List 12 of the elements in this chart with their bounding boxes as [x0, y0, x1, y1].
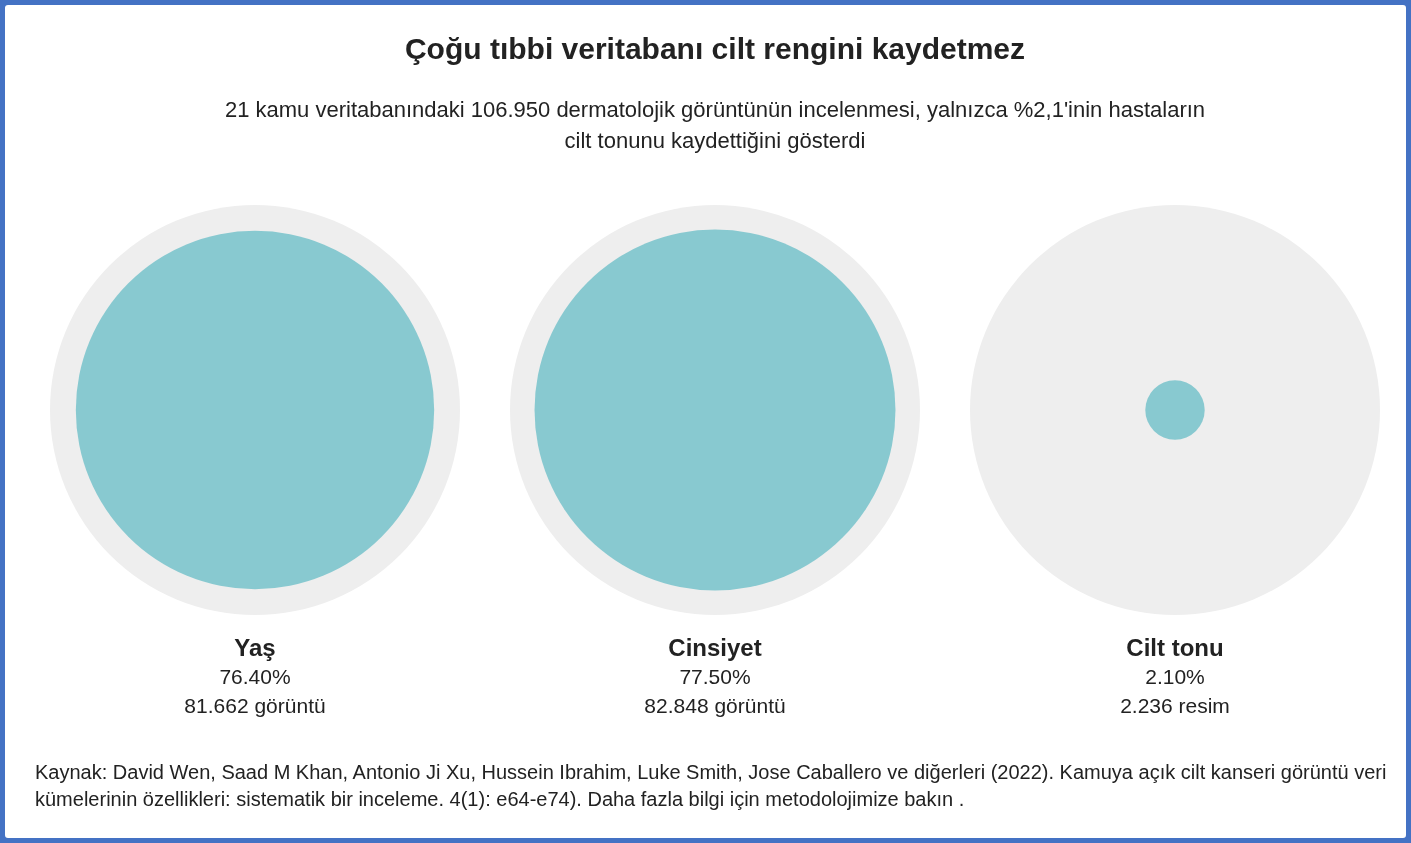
- data-label: 76.40%: [219, 665, 291, 688]
- text: Kaynak: David Wen, Saad M Khan, Antonio Ji Xu, Hussein Ibrahim, Luke Smith, Jose Caballero ve diğerleri (2022). Kamuya açık cilt kanseri görüntü veri kümelerinin özellikleri: sistematik bir inceleme. 4(1): e64-e74). Daha fazla bilgi için metodolojimize bakın .: [35, 761, 1387, 810]
- category-label: Cilt tonu: [1126, 634, 1224, 661]
- text: 82.848 görüntü: [644, 694, 786, 717]
- category-label: Yaş: [234, 634, 276, 661]
- category-label: Cinsiyet: [668, 634, 762, 661]
- text: 21 kamu veritabanındaki 106.950 dermatolojik görüntünün incelenmesi, yalnızca %2,1'inin hastaların cilt tonunu kaydettiğini gösterdi: [224, 97, 1206, 153]
- data-label: 2.10%: [1145, 665, 1205, 688]
- text: Çoğu tıbbi veritabanı cilt rengini kaydetmez: [404, 32, 1026, 65]
- text: 81.662 görüntü: [184, 694, 326, 717]
- text: 2.236 resim: [1120, 694, 1230, 717]
- data-label: 77.50%: [679, 665, 751, 688]
